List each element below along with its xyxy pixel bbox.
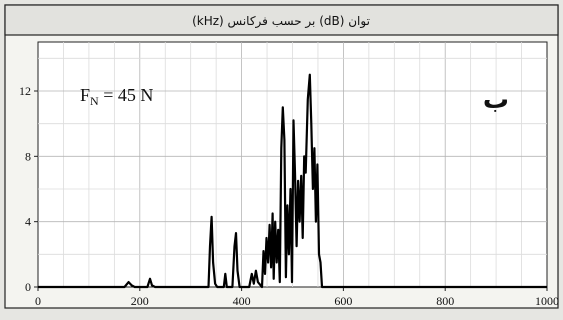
series-layer xyxy=(38,73,547,289)
x-tick-label: 1000 xyxy=(535,294,559,308)
x-tick-label: 800 xyxy=(436,294,454,308)
x-tick-label: 0 xyxy=(35,294,41,308)
x-tick-label: 600 xyxy=(334,294,352,308)
annotation-subscript: N xyxy=(90,94,99,108)
title-bar xyxy=(4,4,559,36)
x-tick-label: 400 xyxy=(233,294,251,308)
y-tick-label: 12 xyxy=(19,84,31,98)
annotation-main: F xyxy=(80,85,90,105)
axes: 0 200 400 600 800 1000 0 4 8 12 xyxy=(19,84,559,308)
annotation-value: = 45 N xyxy=(99,85,154,105)
y-tick-label: 4 xyxy=(25,215,31,229)
x-tick-label: 200 xyxy=(131,294,149,308)
y-tick-label: 8 xyxy=(25,149,31,163)
y-tick-label: 0 xyxy=(25,280,31,294)
force-annotation: FN = 45 N xyxy=(80,85,153,108)
power-spectrum-line xyxy=(38,73,547,289)
chart-title: توان (dB) بر حسب فرکانس (kHz) xyxy=(192,14,370,29)
panel-label: ب xyxy=(483,85,509,115)
